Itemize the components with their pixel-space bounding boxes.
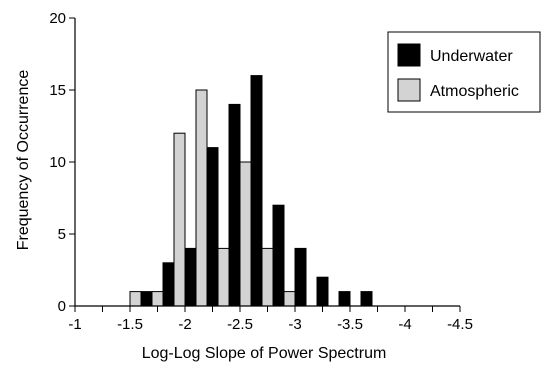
axes-layer: -1 -1.5 -2 -2.5 -3 -3.5 -4 -4.5 0 5 10 15 20	[49, 10, 473, 333]
x-tick-label: -3.5	[337, 316, 363, 333]
bar-underwater	[338, 291, 351, 307]
x-tick-label: -1	[68, 316, 81, 333]
legend: Underwater Atmospheric	[387, 31, 541, 113]
x-tick-label: -2.5	[227, 316, 253, 333]
y-tick-label: 20	[49, 10, 66, 27]
bar-atmospheric	[151, 291, 164, 307]
bar-underwater	[316, 276, 329, 307]
bars-layer	[129, 75, 373, 307]
bar-atmospheric	[239, 161, 252, 307]
x-tick-label: -2	[178, 316, 191, 333]
bar-underwater	[206, 147, 219, 307]
bar-atmospheric	[283, 291, 296, 307]
x-tick-label: -4	[398, 316, 411, 333]
bar-underwater	[162, 262, 175, 307]
x-tick-label: -4.5	[447, 316, 473, 333]
bar-atmospheric	[173, 132, 186, 307]
bar-atmospheric	[195, 89, 208, 307]
legend-swatch-underwater	[397, 43, 421, 67]
bar-atmospheric	[129, 291, 142, 307]
bar-underwater	[272, 204, 285, 307]
bar-underwater	[250, 75, 263, 307]
legend-label-atmospheric: Atmospheric	[430, 83, 519, 100]
y-tick-label: 10	[49, 154, 66, 171]
x-axis-title: Log-Log Slope of Power Spectrum	[142, 345, 387, 362]
y-tick-label: 0	[58, 298, 66, 315]
x-tick-label: -1.5	[117, 316, 143, 333]
x-tick-label: -3	[288, 316, 301, 333]
bar-underwater	[140, 291, 153, 307]
legend-swatch-atmospheric	[397, 78, 421, 102]
legend-label-underwater: Underwater	[430, 48, 513, 65]
bar-underwater	[184, 247, 197, 307]
bar-atmospheric	[217, 247, 230, 307]
y-tick-label: 5	[58, 226, 66, 243]
bar-underwater	[228, 103, 241, 307]
bar-underwater	[360, 291, 373, 307]
y-tick-label: 15	[49, 82, 66, 99]
bar-underwater	[294, 247, 307, 307]
bar-atmospheric	[261, 247, 274, 307]
y-axis-title: Frequency of Occurrence	[15, 70, 32, 251]
